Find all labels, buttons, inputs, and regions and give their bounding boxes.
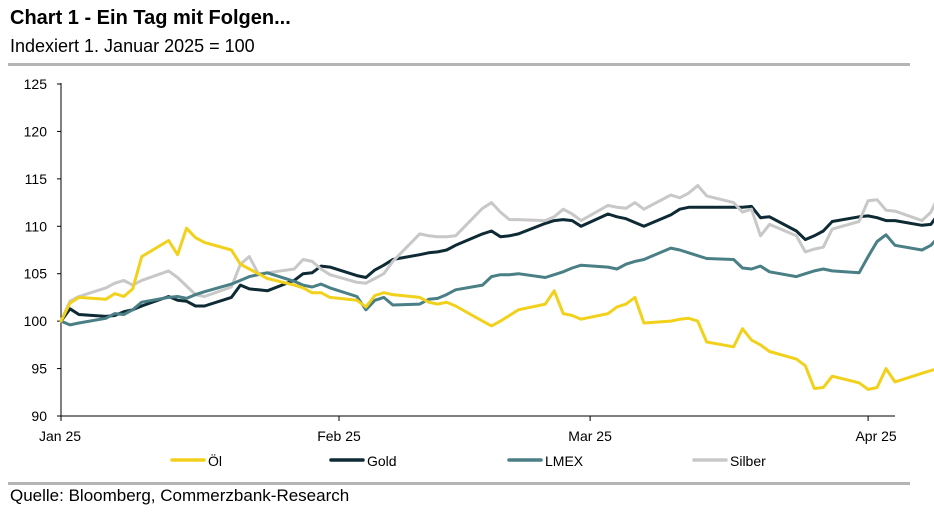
series-line--l xyxy=(59,226,934,391)
chart-title: Chart 1 - Ein Tag mit Folgen... xyxy=(10,7,291,29)
plot-lines xyxy=(59,184,934,391)
x-tick-label: Apr 25 xyxy=(855,428,896,444)
legend-label-lmex: LMEX xyxy=(545,453,584,469)
legend-label-gold: Gold xyxy=(367,453,397,469)
x-axis: Jan 25 Feb 25 Mar 25 Apr 25 xyxy=(39,415,897,444)
legend: Öl Gold LMEX Silber xyxy=(170,452,766,469)
bottom-divider xyxy=(8,482,910,485)
line-chart: 90 95 100 105 110 115 120 125 Jan 25 Feb 25 Mar 2… xyxy=(24,76,934,469)
y-tick-label: 125 xyxy=(24,76,48,92)
y-tick-label: 115 xyxy=(25,171,48,187)
legend-label-silber: Silber xyxy=(730,453,766,469)
y-tick-label: 90 xyxy=(31,408,47,424)
legend-label--l: Öl xyxy=(208,452,222,469)
y-tick-label: 105 xyxy=(24,266,48,282)
source-note: Quelle: Bloomberg, Commerzbank-Research xyxy=(10,486,350,505)
y-tick-label: 120 xyxy=(24,123,48,139)
x-tick-label: Jan 25 xyxy=(39,428,81,444)
x-tick-label: Feb 25 xyxy=(317,428,361,444)
series-line-silber xyxy=(59,184,934,323)
series-line-lmex xyxy=(59,233,934,327)
y-axis: 90 95 100 105 110 115 120 125 xyxy=(24,76,62,424)
y-tick-label: 100 xyxy=(24,313,48,329)
series-line-gold xyxy=(59,204,934,323)
y-tick-label: 95 xyxy=(31,361,47,377)
chart-subtitle: Indexiert 1. Januar 2025 = 100 xyxy=(10,36,255,56)
y-tick-label: 110 xyxy=(25,218,48,234)
top-divider xyxy=(8,63,910,66)
x-tick-label: Mar 25 xyxy=(568,428,612,444)
